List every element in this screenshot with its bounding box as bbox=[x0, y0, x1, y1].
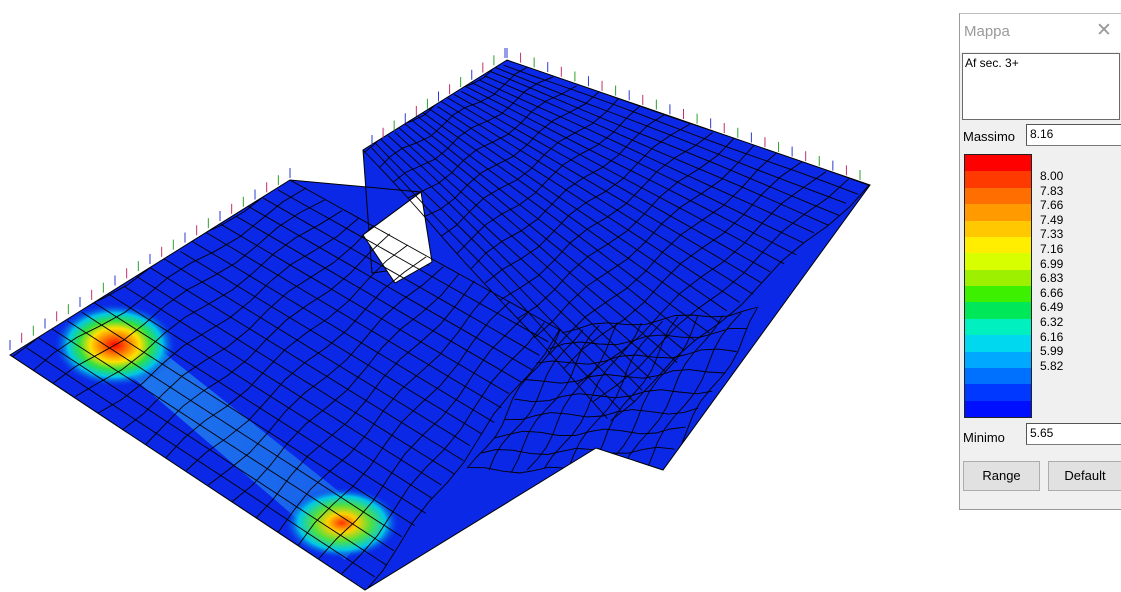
scale-tick-label: 7.83 bbox=[1040, 183, 1064, 198]
support-hotspot-bottom bbox=[284, 487, 400, 559]
scale-swatch bbox=[965, 171, 1031, 188]
scale-tick-label: 6.49 bbox=[1040, 300, 1064, 315]
scale-tick-label: 8.00 bbox=[1040, 169, 1064, 183]
scale-swatch bbox=[965, 286, 1031, 303]
max-label: Massimo bbox=[963, 129, 1016, 144]
scale-swatch bbox=[965, 187, 1031, 205]
scale-tick-label: 7.49 bbox=[1040, 212, 1064, 227]
min-label: Minimo bbox=[963, 430, 1005, 445]
scale-swatch bbox=[965, 351, 1031, 368]
range-button[interactable]: Range bbox=[963, 461, 1040, 491]
scale-tick-label: 6.99 bbox=[1040, 256, 1064, 271]
support-markers bbox=[9, 48, 861, 350]
scale-tick-label: 7.66 bbox=[1040, 198, 1064, 213]
scale-swatch bbox=[965, 253, 1031, 270]
scale-swatch bbox=[965, 335, 1031, 352]
legend-titlebar[interactable]: Mappa ✕ bbox=[960, 14, 1121, 52]
color-scale-labels: 8.00 7.83 7.66 7.49 7.33 7.16 6.99 6.83 6.66 6.49… bbox=[1040, 169, 1063, 373]
scale-swatch bbox=[965, 318, 1031, 336]
scale-swatch bbox=[965, 220, 1031, 237]
scale-swatch bbox=[965, 155, 1031, 172]
scale-swatch bbox=[965, 302, 1031, 319]
default-button[interactable]: Default bbox=[1048, 461, 1121, 491]
max-value-input[interactable]: 8.16 bbox=[1026, 124, 1121, 146]
map-legend-window[interactable]: Mappa ✕ Af sec. 3+ Massimo 8.16 8.00 7.83… bbox=[959, 13, 1121, 510]
fem-3d-viewport[interactable] bbox=[0, 0, 950, 592]
scale-tick-label: 6.16 bbox=[1040, 329, 1064, 344]
mesh-grid bbox=[10, 60, 870, 590]
legend-title: Mappa bbox=[964, 23, 1010, 40]
close-icon[interactable]: ✕ bbox=[1096, 20, 1112, 41]
color-scale-bar bbox=[964, 154, 1032, 418]
scale-tick-label: 6.32 bbox=[1040, 314, 1064, 329]
scale-tick-label: 6.83 bbox=[1040, 271, 1064, 286]
map-description-box[interactable]: Af sec. 3+ bbox=[962, 53, 1120, 120]
scale-swatch bbox=[965, 400, 1031, 417]
scale-swatch bbox=[965, 204, 1031, 221]
scale-tick-label: 7.16 bbox=[1040, 241, 1064, 256]
scale-tick-label: 5.82 bbox=[1040, 358, 1064, 373]
scale-swatch bbox=[965, 367, 1031, 385]
scale-swatch bbox=[965, 269, 1031, 286]
scale-tick-label: 5.99 bbox=[1040, 344, 1064, 359]
min-value-input[interactable]: 5.65 bbox=[1026, 423, 1121, 445]
scale-tick-label: 6.66 bbox=[1040, 285, 1064, 300]
scale-tick-label: 7.33 bbox=[1040, 227, 1064, 242]
slab-mesh-model[interactable] bbox=[0, 0, 950, 592]
scale-swatch bbox=[965, 236, 1031, 254]
scale-swatch bbox=[965, 384, 1031, 401]
